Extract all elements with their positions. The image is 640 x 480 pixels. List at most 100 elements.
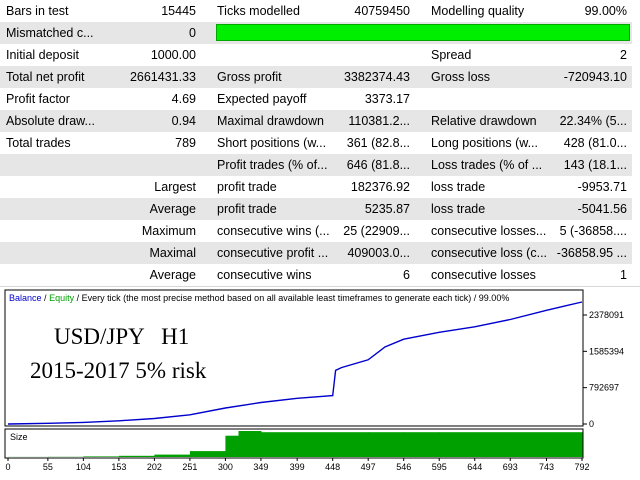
size-bar	[368, 432, 405, 457]
profit-trades-label: Profit trades (% of...	[217, 158, 328, 172]
size-bar	[225, 435, 239, 457]
total-trades-label: Total trades	[6, 136, 71, 150]
relative-drawdown-value: 22.34% (5...	[559, 114, 627, 128]
x-tick-label: 546	[396, 462, 411, 472]
size-panel-label: Size	[10, 432, 28, 442]
absolute-drawdown-value: 0.94	[171, 114, 196, 128]
loss-trades-label: Loss trades (% of ...	[431, 158, 543, 172]
average-profit-value: 5235.87	[364, 202, 410, 216]
net-profit-label: Total net profit	[6, 70, 85, 84]
gross-loss-label: Gross loss	[431, 70, 491, 84]
spread-value: 2	[620, 48, 627, 62]
legend-separator: /	[44, 293, 47, 303]
balance-graph: 2378091 1585394 792697 0 0 55 104 153 202 251 300…	[4, 289, 624, 472]
profit-factor-label: Profit factor	[6, 92, 70, 106]
x-tick-label: 743	[539, 462, 554, 472]
ticks-value: 40759450	[354, 4, 410, 18]
total-trades-value: 789	[175, 136, 196, 150]
average-consec-wins-label: consecutive wins	[217, 268, 312, 282]
profit-factor-value: 4.69	[171, 92, 196, 106]
loss-trades-value: 143 (18.1...	[563, 158, 627, 172]
overlay-period-risk: 2015-2017 5% risk	[30, 358, 207, 383]
maximal-drawdown-value: 110381.2...	[348, 114, 410, 128]
x-tick-label: 644	[467, 462, 482, 472]
x-tick-label: 300	[218, 462, 233, 472]
row-average: Average profit trade 5235.87 loss trade …	[0, 198, 632, 220]
row-bars: Bars in test 15445 Ticks modelled 407594…	[0, 0, 632, 22]
size-bar	[474, 432, 511, 457]
row-mismatched: Mismatched c... 0	[0, 22, 632, 44]
expected-payoff-label: Expected payoff	[217, 92, 307, 106]
average-consec-wins-value: 6	[403, 268, 410, 282]
short-positions-label: Short positions (w...	[217, 136, 327, 150]
row-trades: Total trades 789 Short positions (w... 3…	[0, 132, 632, 154]
gross-profit-value: 3382374.43	[343, 70, 410, 84]
size-bar	[546, 432, 583, 457]
x-tick-label: 792	[574, 462, 589, 472]
max-consec-wins-value: 25 (22909...	[343, 224, 410, 238]
average-loss-label: loss trade	[431, 202, 486, 216]
row-factor: Profit factor 4.69 Expected payoff 3373.…	[0, 88, 632, 110]
absolute-drawdown-label: Absolute draw...	[6, 114, 95, 128]
bars-value: 15445	[161, 4, 196, 18]
largest-profit-label: profit trade	[217, 180, 277, 194]
average-consec-losses-value: 1	[620, 268, 627, 282]
mismatched-value: 0	[189, 26, 196, 40]
profit-trades-value: 646 (81.8...	[346, 158, 410, 172]
x-tick-label: 448	[325, 462, 340, 472]
y-tick-label: 0	[589, 419, 594, 429]
deposit-value: 1000.00	[150, 48, 196, 62]
ticks-label: Ticks modelled	[217, 4, 300, 18]
size-bar	[238, 431, 262, 457]
y-tick-label: 1585394	[589, 346, 624, 356]
graph-header: Balance / Equity / Every tick (the most …	[9, 293, 569, 303]
x-tick-label: 349	[253, 462, 268, 472]
max-consec-wins-label: consecutive wins (...	[217, 224, 330, 238]
report-graph-separator	[0, 286, 640, 287]
gross-profit-label: Gross profit	[217, 70, 282, 84]
size-bar	[332, 432, 369, 457]
maximal-consec-profit-label: consecutive profit ...	[217, 246, 329, 260]
maximum-label: Maximum	[141, 224, 196, 238]
x-tick-label: 55	[43, 462, 53, 472]
modelling-quality-bar	[216, 24, 630, 41]
row-largest: Largest profit trade 182376.92 loss trad…	[0, 176, 632, 198]
row-deposit: Initial deposit 1000.00 Spread 2	[0, 44, 632, 66]
graph-description: / Every tick (the most precise method ba…	[76, 293, 510, 303]
largest-label: Largest	[154, 180, 196, 194]
row-maximum: Maximum consecutive wins (... 25 (22909.…	[0, 220, 632, 242]
x-tick-label: 0	[5, 462, 10, 472]
expected-payoff-value: 3373.17	[364, 92, 410, 106]
maximal-consec-loss-label: consecutive loss (c...	[431, 246, 548, 260]
strategy-report-table: Bars in test 15445 Ticks modelled 407594…	[0, 0, 632, 286]
size-bar	[510, 432, 547, 457]
size-bar	[260, 432, 298, 457]
average-consec-label: Average	[149, 268, 196, 282]
x-tick-label: 251	[182, 462, 197, 472]
long-positions-value: 428 (81.0...	[563, 136, 627, 150]
x-tick-label: 399	[290, 462, 305, 472]
y-tick-label: 2378091	[589, 310, 624, 320]
size-bar	[297, 432, 334, 457]
largest-loss-value: -9953.71	[577, 180, 627, 194]
row-profit: Total net profit 2661431.33 Gross profit…	[0, 66, 632, 88]
size-bar	[439, 432, 476, 457]
size-bar	[403, 432, 440, 457]
average-loss-value: -5041.56	[577, 202, 627, 216]
mismatched-label: Mismatched c...	[6, 26, 94, 40]
long-positions-label: Long positions (w...	[431, 136, 539, 150]
balance-series-line	[7, 301, 583, 425]
x-tick-label: 595	[432, 462, 447, 472]
max-consec-losses-label: consecutive losses...	[431, 224, 547, 238]
x-tick-label: 104	[76, 462, 91, 472]
equity-legend: Equity	[49, 293, 75, 303]
average-label: Average	[149, 202, 196, 216]
row-profit-trades: Profit trades (% of... 646 (81.8... Loss…	[0, 154, 632, 176]
short-positions-value: 361 (82.8...	[346, 136, 410, 150]
x-tick-label: 202	[147, 462, 162, 472]
row-average-consec: Average consecutive wins 6 consecutive l…	[0, 264, 632, 286]
largest-loss-label: loss trade	[431, 180, 486, 194]
deposit-label: Initial deposit	[6, 48, 79, 62]
quality-label: Modelling quality	[431, 4, 525, 18]
maximal-drawdown-label: Maximal drawdown	[217, 114, 324, 128]
